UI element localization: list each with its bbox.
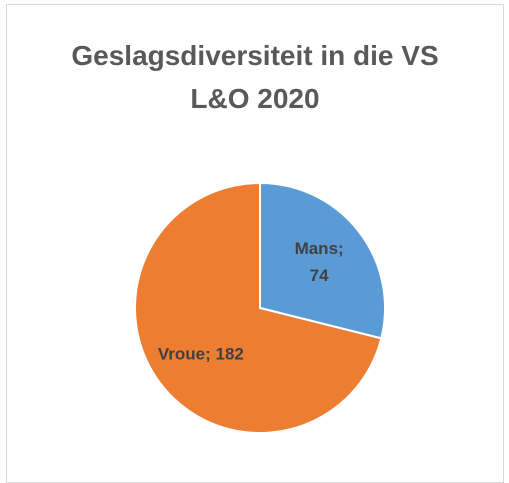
pie-slice xyxy=(134,181,383,434)
chart-title: Geslagsdiversiteit in die VS L&O 2020 xyxy=(71,40,439,114)
data-label: Vroue; 182 xyxy=(157,344,244,364)
pie-slice xyxy=(259,181,386,340)
data-label: Mans; 74 xyxy=(294,238,344,285)
